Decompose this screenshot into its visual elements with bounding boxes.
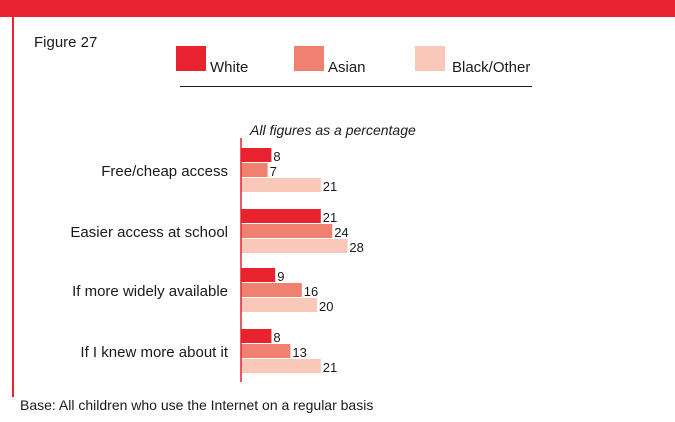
bar-if-i-knew-more-about-it-asian [241, 344, 291, 358]
data-label-if-more-widely-available-asian: 16 [304, 284, 318, 299]
legend-swatch-black-other [415, 46, 445, 71]
data-label-easier-access-at-school-black-other: 28 [349, 240, 363, 255]
data-label-easier-access-at-school-white: 21 [323, 210, 337, 225]
legend-swatch-white [176, 46, 206, 71]
data-label-free-cheap-access-white: 8 [273, 149, 280, 164]
chart-footnote: Base: All children who use the Internet … [20, 397, 374, 413]
header-bar [0, 0, 675, 17]
legend-underline [180, 86, 532, 87]
legend-label-black-other: Black/Other [452, 59, 531, 76]
bar-if-i-knew-more-about-it-white [241, 329, 272, 343]
chart-legend: White Asian Black/Other [0, 0, 675, 100]
bar-if-more-widely-available-white [241, 268, 276, 282]
bar-if-more-widely-available-black-other [241, 298, 317, 312]
category-label-easier-access-at-school: Easier access at school [70, 224, 228, 241]
bar-easier-access-at-school-asian [241, 224, 333, 238]
bar-free-cheap-access-white [241, 148, 272, 162]
bar-easier-access-at-school-black-other [241, 239, 348, 253]
data-label-if-more-widely-available-white: 9 [277, 269, 284, 284]
legend-label-asian: Asian [328, 59, 366, 76]
legend-swatch-asian [294, 46, 324, 71]
legend-label-white: White [210, 59, 249, 76]
bar-free-cheap-access-asian [241, 163, 268, 177]
data-label-if-more-widely-available-black-other: 20 [319, 299, 333, 314]
bar-free-cheap-access-black-other [241, 178, 321, 192]
bar-if-i-knew-more-about-it-black-other [241, 359, 321, 373]
bar-if-more-widely-available-asian [241, 283, 302, 297]
data-label-easier-access-at-school-asian: 24 [334, 225, 348, 240]
bar-easier-access-at-school-white [241, 209, 321, 223]
data-label-if-i-knew-more-about-it-asian: 13 [292, 345, 306, 360]
category-label-free-cheap-access: Free/cheap access [101, 163, 228, 180]
category-label-if-i-knew-more-about-it: If I knew more about it [80, 344, 228, 361]
data-label-if-i-knew-more-about-it-white: 8 [273, 330, 280, 345]
figure-label: Figure 27 [34, 34, 98, 51]
data-label-free-cheap-access-asian: 7 [270, 164, 277, 179]
category-label-if-more-widely-available: If more widely available [72, 283, 228, 300]
chart-subtitle: All figures as a percentage [250, 122, 416, 138]
left-accent-rule [12, 17, 14, 397]
data-label-free-cheap-access-black-other: 21 [323, 179, 337, 194]
data-label-if-i-knew-more-about-it-black-other: 21 [323, 360, 337, 375]
